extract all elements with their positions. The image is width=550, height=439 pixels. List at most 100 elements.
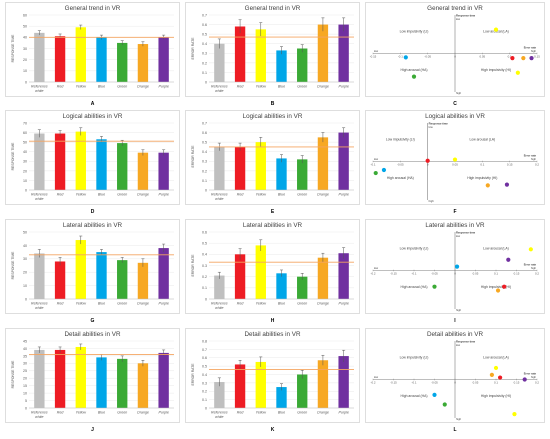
x-tick-label: Green (297, 85, 307, 89)
x-tick-label: Red (237, 302, 245, 306)
y-tick-label: 15 (23, 384, 27, 388)
point-blue (381, 167, 387, 173)
quadrant-label-ha: High arousal (HA) (401, 68, 428, 72)
y-axis-label: RESPONSE TIME (11, 360, 15, 389)
x-tick-label: white (35, 306, 43, 310)
y-tick-label: 50 (23, 141, 27, 145)
bar-orange (137, 152, 149, 190)
y-tick-label: 5 (25, 399, 27, 403)
y-axis-high-label: high (429, 199, 435, 203)
chart-frame (185, 110, 360, 205)
x-tick-label: Blue (98, 85, 105, 89)
y-tick-label: 0.7 (202, 13, 207, 17)
bar-orange (317, 24, 329, 83)
x-tick-label: Yellow (76, 411, 87, 415)
quadrant-label-la: Low arousal (LA) (470, 137, 496, 141)
x-tick-label: Yellow (256, 193, 267, 197)
chart-frame (185, 2, 360, 97)
bar-blue (96, 139, 107, 190)
y-tick-label: 50 (23, 25, 27, 29)
bar-reference (34, 133, 45, 190)
point-yellow (452, 157, 458, 162)
y-tick-label: 10 (23, 69, 27, 73)
x-axis-low-label: low (374, 157, 378, 161)
x-tick-label: Blue (278, 193, 285, 197)
bar-green (297, 48, 308, 82)
bar-blue (276, 50, 287, 82)
x-tick-label: 0.2 (535, 272, 539, 276)
x-tick-label: Red (57, 193, 65, 197)
y-tick-label: 0.4 (202, 42, 207, 46)
bar-orange (137, 363, 149, 408)
y-tick-label: 0.1 (202, 398, 207, 402)
bar-yellow (75, 240, 86, 299)
x-tick-label: 0.05 (473, 272, 479, 276)
x-tick-label: 0.1 (480, 163, 484, 167)
panel-letter: H (271, 318, 275, 324)
chart-frame (5, 328, 180, 423)
chart-frame (185, 219, 360, 314)
x-tick-label: Reference (31, 302, 48, 306)
x-axis-low-label: low (374, 375, 378, 379)
y-tick-label: 0.3 (202, 381, 207, 385)
x-tick-label: white (215, 415, 223, 419)
point-yellow (493, 365, 499, 371)
y-tick-label: 0.1 (202, 179, 207, 183)
x-tick-label: Reference (211, 193, 228, 197)
point-red (502, 284, 507, 289)
y-tick-label: 0 (205, 297, 207, 301)
x-tick-label: 0.1 (494, 381, 498, 385)
x-tick-label: 0.05 (473, 381, 479, 385)
y-tick-label: 45 (23, 339, 27, 343)
x-tick-label: 0 (454, 55, 456, 59)
chart-title: Detail abilities in VR (427, 331, 483, 338)
y-tick-label: 60 (23, 13, 27, 17)
panel-letter: C (453, 101, 457, 107)
y-axis-high-label: high (456, 308, 462, 312)
panel-C: General trend in VR C -0.15 -0.1 -0.05 0 0.05 0… (365, 2, 545, 108)
x-tick-label: Purple (158, 85, 168, 89)
x-tick-label: Blue (98, 411, 105, 415)
bar-yellow (75, 346, 86, 408)
chart-L: Detail abilities in VR L -0.2 -0.15 -0.1 -0.0… (365, 328, 545, 433)
point-purple (506, 257, 511, 262)
y-tick-label: 0.5 (202, 365, 207, 369)
point-purple (504, 182, 510, 187)
x-tick-label: Purple (338, 85, 348, 89)
x-tick-label: Purple (338, 411, 348, 415)
y-tick-label: 40 (23, 36, 27, 40)
bar-blue (96, 37, 107, 82)
x-tick-label: Red (237, 85, 245, 89)
x-axis-high-label: high (531, 375, 537, 379)
x-axis-high-label: high (531, 157, 537, 161)
chart-K: Detail abilities in VR K 0 0.1 0.2 0.3 0.4 0.5 0… (185, 328, 360, 433)
quadrant-label-hi: High impulsivity (HI) (467, 176, 497, 180)
y-axis-label: RESPONSE TIME (11, 34, 15, 63)
y-tick-label: 0 (25, 406, 27, 410)
chart-title: Logical abilities in VR (425, 113, 485, 120)
panel-letter: J (91, 427, 94, 433)
x-tick-label: Orange (317, 85, 329, 89)
x-tick-label: Reference (211, 411, 228, 415)
y-tick-label: 70 (23, 121, 27, 125)
x-tick-label: Yellow (256, 85, 267, 89)
x-tick-label: Green (297, 193, 307, 197)
bar-red (54, 36, 66, 82)
x-tick-label: white (215, 306, 223, 310)
bar-red (234, 364, 246, 408)
x-tick-label: 0.05 (480, 55, 486, 59)
bar-blue (276, 387, 287, 408)
panel-letter: I (454, 318, 456, 324)
point-yellow (528, 247, 533, 252)
x-tick-label: Reference (31, 85, 48, 89)
y-tick-label: 20 (23, 169, 27, 173)
x-tick-label: -0.2 (371, 381, 376, 385)
y-tick-label: 0.2 (202, 169, 207, 173)
y-tick-label: 30 (23, 257, 27, 261)
chart-frame (5, 110, 180, 205)
bar-purple (338, 356, 349, 408)
x-tick-label: white (35, 415, 43, 419)
y-tick-label: 35 (23, 354, 27, 358)
point-orange (521, 56, 526, 61)
